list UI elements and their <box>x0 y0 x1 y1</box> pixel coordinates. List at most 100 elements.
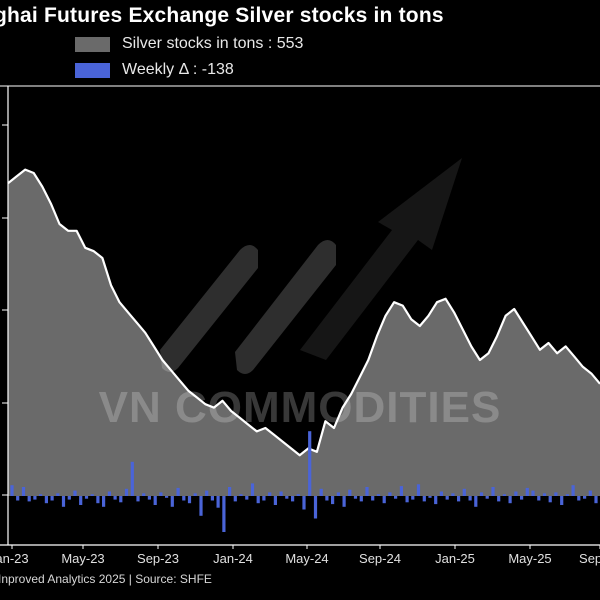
weekly-change-bar <box>514 491 518 496</box>
weekly-change-bar <box>130 461 134 496</box>
x-tick-label: May-24 <box>285 551 328 566</box>
weekly-change-bar <box>353 496 358 499</box>
weekly-change-bar <box>79 496 83 505</box>
x-tick-label: Sep-25 <box>579 551 600 566</box>
legend-swatch-weekly-change <box>75 62 110 78</box>
x-tick-label: May-25 <box>508 551 551 566</box>
weekly-change-bar <box>394 496 398 499</box>
weekly-change-bar <box>182 496 186 501</box>
weekly-change-bar <box>222 496 226 532</box>
legend-label-weekly-change: Weekly Δ : -138 <box>122 61 234 78</box>
weekly-change-bar <box>428 496 432 498</box>
weekly-change-bar <box>50 496 54 501</box>
weekly-change-bar <box>44 496 48 504</box>
weekly-change-bar <box>67 496 71 500</box>
weekly-change-bar <box>302 496 306 510</box>
weekly-change-bar <box>262 496 266 501</box>
weekly-change-bar <box>313 496 318 519</box>
weekly-change-bar <box>479 492 484 496</box>
weekly-change-bar <box>245 496 249 500</box>
weekly-change-bar <box>439 491 443 496</box>
weekly-change-bar <box>405 496 409 503</box>
weekly-change-bar <box>153 496 157 505</box>
weekly-change-bar <box>73 490 77 496</box>
weekly-change-bar <box>462 488 466 496</box>
silver-stocks-area <box>8 169 600 496</box>
weekly-change-bar <box>491 487 495 496</box>
weekly-change-bar <box>233 496 237 502</box>
x-tick-label: May-23 <box>61 551 104 566</box>
weekly-change-bar <box>588 490 592 496</box>
weekly-change-bar <box>250 483 255 496</box>
weekly-change-bar <box>285 496 289 499</box>
weekly-change-bar <box>216 496 220 508</box>
weekly-change-bar <box>84 496 89 499</box>
weekly-change-bar <box>520 496 524 500</box>
chart-source-footer: Inproved Analytics 2025 | Source: SHFE <box>0 572 212 586</box>
x-tick-label: Jan-25 <box>435 551 475 566</box>
weekly-change-bar <box>205 490 209 496</box>
weekly-change-bar <box>21 487 26 496</box>
watermark-stripe-0 <box>160 245 258 372</box>
weekly-change-bar <box>560 496 564 505</box>
weekly-change-bar <box>365 487 369 496</box>
weekly-change-bar <box>548 496 552 503</box>
weekly-change-bar <box>273 496 277 505</box>
silver-stocks-line <box>7 168 600 457</box>
weekly-change-bar <box>159 492 163 496</box>
weekly-change-bar <box>382 496 386 504</box>
legend-swatch-silver-stocks <box>75 36 110 52</box>
weekly-change-bar <box>33 496 37 500</box>
weekly-change-bar <box>537 496 541 501</box>
weekly-change-bar <box>542 493 547 496</box>
weekly-change-bar <box>56 493 60 496</box>
weekly-change-bar <box>279 491 283 496</box>
weekly-change-bar <box>571 485 575 496</box>
weekly-change-bar <box>102 496 106 507</box>
weekly-change-bar <box>348 489 352 496</box>
weekly-change-bar <box>256 496 260 504</box>
weekly-change-bar <box>27 496 31 502</box>
weekly-change-bar <box>508 496 512 504</box>
weekly-change-bar <box>10 485 14 496</box>
weekly-change-bar <box>210 496 214 501</box>
weekly-change-bar <box>147 496 151 500</box>
weekly-change-bar <box>411 496 415 500</box>
watermark-logo <box>160 158 462 374</box>
weekly-change-bar <box>39 494 43 496</box>
weekly-change-bar <box>371 496 375 501</box>
weekly-change-bar <box>308 431 312 496</box>
watermark-text: VN COMMODITIES <box>99 383 502 432</box>
weekly-change-bar <box>399 486 403 496</box>
weekly-change-bar <box>124 488 129 496</box>
weekly-change-bar <box>342 496 346 507</box>
legend-item-silver-stocks: Silver stocks in tons : 553 <box>75 34 303 54</box>
weekly-change-bar <box>388 492 392 496</box>
weekly-change-bar <box>502 494 506 496</box>
weekly-change-bar <box>113 496 117 500</box>
weekly-change-bar <box>90 494 94 496</box>
weekly-change-bar <box>594 496 598 504</box>
legend-label-silver-stocks: Silver stocks in tons : 553 <box>122 35 304 52</box>
weekly-change-bar <box>187 496 192 504</box>
weekly-change-bar <box>119 496 123 503</box>
weekly-change-bar <box>96 496 100 504</box>
weekly-change-bar <box>497 496 501 502</box>
legend-item-weekly-change: Weekly Δ : -138 <box>75 60 234 80</box>
weekly-change-bar <box>61 496 66 507</box>
weekly-change-bar <box>451 493 455 496</box>
weekly-change-bar <box>583 496 587 499</box>
weekly-change-bar <box>136 496 140 502</box>
weekly-change-bar <box>577 496 581 501</box>
weekly-change-bar <box>376 494 381 496</box>
weekly-change-bar <box>268 492 272 496</box>
weekly-change-bar <box>331 496 335 505</box>
weekly-change-bar <box>565 494 569 496</box>
weekly-change-bar <box>16 496 20 501</box>
weekly-change-bar <box>291 496 295 502</box>
x-tick-label: Jan-24 <box>213 551 253 566</box>
weekly-change-bar <box>422 496 426 502</box>
weekly-change-bar <box>359 496 363 502</box>
weekly-change-bar <box>176 487 180 496</box>
weekly-change-bar <box>170 496 174 507</box>
